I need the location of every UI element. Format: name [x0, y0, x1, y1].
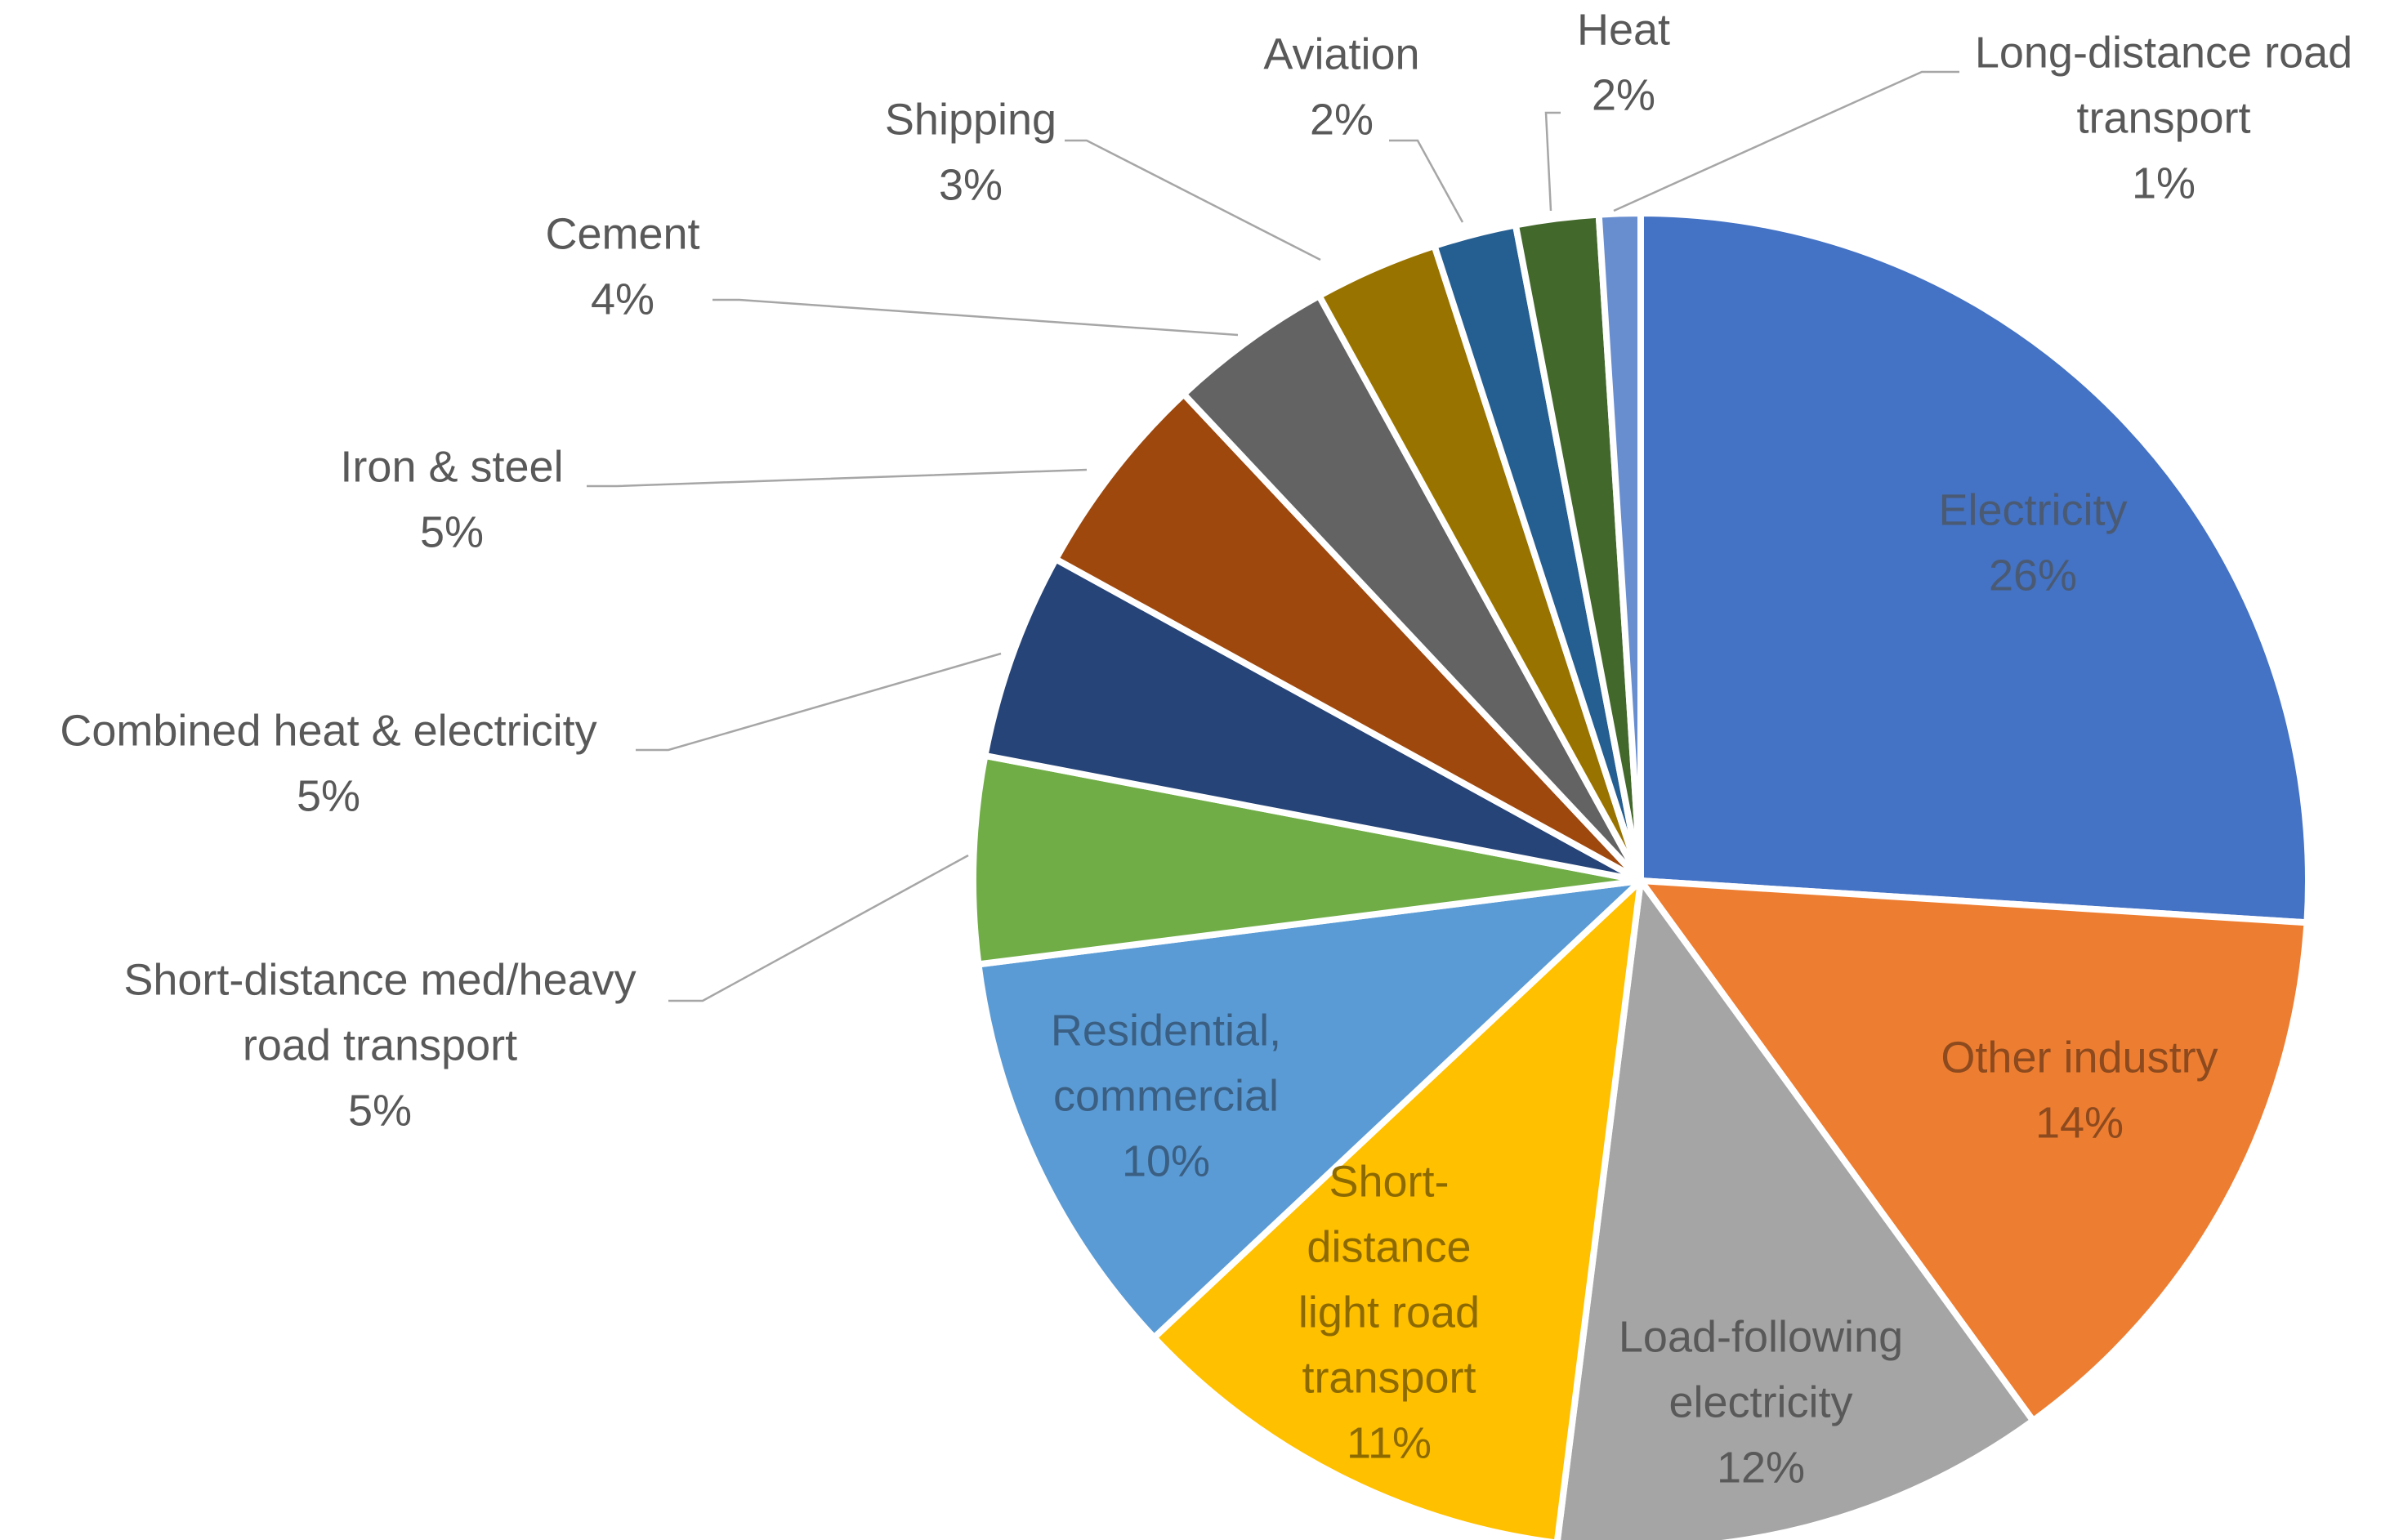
- slice-name-electricity: Electricity: [1938, 485, 2127, 534]
- leader-line-iron-steel: [587, 468, 1088, 488]
- slice-percent-heat: 2%: [1592, 70, 1655, 119]
- slice-name-combined-heat-electricity: Combined heat & electricity: [60, 706, 596, 755]
- pie-slice-long-distance-road-transport: [1595, 209, 1644, 884]
- slice-percent-iron-steel: 5%: [420, 507, 484, 556]
- slice-labels: Electricity 26% Other industry 14% Load-foll…: [60, 5, 2352, 1492]
- pie-slice-combined-heat-electricity: [981, 556, 1644, 884]
- slice-name-short-distance-light-road-transport: transport: [1302, 1353, 1476, 1402]
- slice-name-residential-commercial: commercial: [1053, 1071, 1279, 1120]
- slice-percent-load-following-electricity: 12%: [1717, 1443, 1805, 1492]
- slice-name-heat: Heat: [1577, 5, 1670, 54]
- slice-percent-cement: 4%: [591, 275, 654, 324]
- pie-slice-short-distance-light-road-transport: [1150, 877, 1644, 1540]
- pie-slice-electricity: [1637, 210, 2312, 926]
- slice-name-short-distance-light-road-transport: light road: [1298, 1288, 1480, 1337]
- slice-name-short-distance-med-heavy-road-transport: road transport: [243, 1020, 517, 1069]
- slice-name-short-distance-light-road-transport: Short-: [1329, 1157, 1449, 1206]
- pie-slice-residential-commercial: [975, 877, 1644, 1341]
- slice-name-short-distance-light-road-transport: distance: [1307, 1222, 1471, 1271]
- pie-slice-short-distance-med-heavy-road-transport: [970, 752, 1644, 968]
- leader-line-combined-heat-electricity: [636, 652, 1002, 752]
- slice-percent-short-distance-light-road-transport: 11%: [1347, 1418, 1432, 1467]
- slice-percent-other-industry: 14%: [2035, 1098, 2124, 1147]
- leader-line-cement: [713, 298, 1239, 337]
- slice-percent-short-distance-med-heavy-road-transport: 5%: [348, 1086, 412, 1135]
- slice-name-cement: Cement: [545, 209, 699, 258]
- leader-line-shipping: [1065, 139, 1321, 261]
- slice-name-load-following-electricity: Load-following: [1619, 1312, 1903, 1361]
- slice-name-other-industry: Other industry: [1941, 1033, 2218, 1082]
- slice-percent-aviation: 2%: [1310, 95, 1374, 144]
- slice-name-shipping: Shipping: [885, 95, 1056, 144]
- leader-line-heat: [1544, 111, 1561, 212]
- slice-name-long-distance-road-transport: transport: [2076, 93, 2250, 142]
- slice-percent-long-distance-road-transport: 1%: [2132, 158, 2196, 208]
- pie-slice-other-industry: [1637, 877, 2311, 1424]
- slice-name-short-distance-med-heavy-road-transport: Short-distance med/heavy: [123, 955, 636, 1004]
- slice-name-aviation: Aviation: [1263, 29, 1419, 78]
- leader-lines: [587, 70, 1959, 1002]
- slice-percent-shipping: 3%: [939, 160, 1003, 209]
- pie-slices: [970, 209, 2312, 1540]
- leader-line-aviation: [1389, 139, 1464, 223]
- slice-name-load-following-electricity: electricity: [1668, 1377, 1852, 1426]
- pie-slice-iron-steel: [1052, 391, 1644, 884]
- slice-name-iron-steel: Iron & steel: [340, 442, 563, 491]
- leader-line-long-distance-road-transport: [1613, 70, 1959, 212]
- pie-slice-load-following-electricity: [1554, 877, 2037, 1540]
- slice-percent-combined-heat-electricity: 5%: [297, 771, 360, 820]
- slice-percent-electricity: 26%: [1989, 551, 2077, 600]
- slice-percent-residential-commercial: 10%: [1122, 1136, 1210, 1185]
- slice-name-residential-commercial: Residential,: [1051, 1006, 1281, 1055]
- leader-line-short-distance-med-heavy-road-transport: [668, 854, 969, 1002]
- slice-name-long-distance-road-transport: Long-distance road: [1975, 28, 2352, 77]
